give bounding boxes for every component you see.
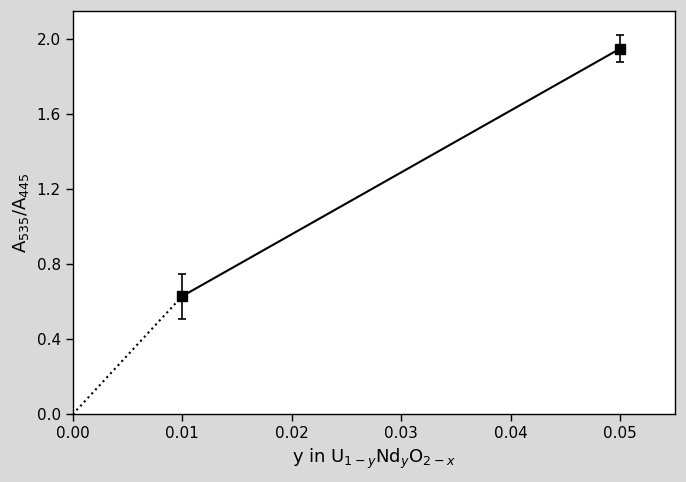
X-axis label: y in U$_{1-y}$Nd$_{y}$O$_{2-x}$: y in U$_{1-y}$Nd$_{y}$O$_{2-x}$ (292, 447, 456, 471)
Y-axis label: A$_{535}$/A$_{445}$: A$_{535}$/A$_{445}$ (11, 173, 31, 253)
